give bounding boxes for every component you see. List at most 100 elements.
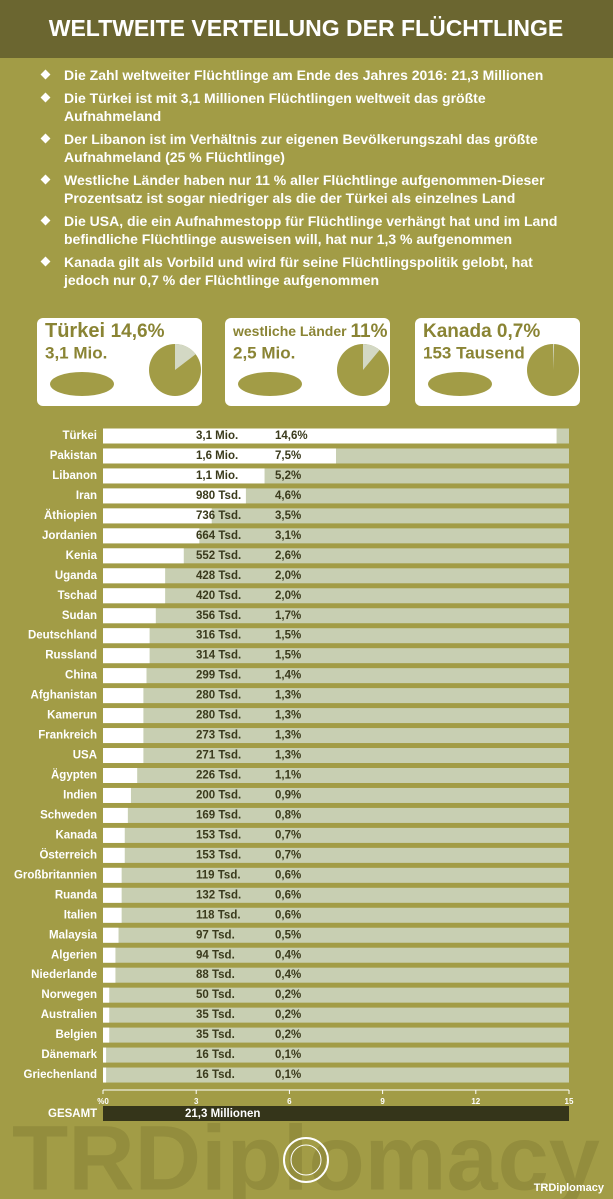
bar [103, 807, 128, 823]
card-name: Türkei [45, 320, 105, 342]
bar [103, 448, 336, 464]
value-label: 1,5% [275, 630, 301, 642]
bar [103, 428, 557, 444]
value-label: 0,1% [275, 1069, 301, 1081]
bar-track [103, 1067, 569, 1083]
amount-label: 153 Tsd. [196, 829, 241, 841]
bar [103, 648, 150, 664]
card-name: westliche Länder [232, 323, 347, 339]
value-label: 7,5% [275, 450, 301, 462]
x-tick-label: 6 [287, 1097, 292, 1106]
amount-label: 420 Tsd. [196, 590, 241, 602]
category-label: Türkei [62, 430, 97, 442]
bar-track [103, 1027, 569, 1043]
category-label: Belgien [55, 1029, 97, 1041]
amount-label: 169 Tsd. [196, 809, 241, 821]
bar [103, 688, 144, 704]
bar-track [103, 827, 569, 843]
bar-track [103, 708, 569, 724]
category-label: USA [73, 750, 97, 762]
value-label: 0,7% [275, 849, 301, 861]
amount-label: 97 Tsd. [196, 929, 235, 941]
bar [103, 847, 125, 863]
bullet: Die Türkei ist mit 3,1 Millionen Flüchtl… [40, 89, 580, 125]
card-amount: 2,5 Mio. [233, 343, 295, 362]
category-label: Ägypten [51, 769, 97, 782]
bar-track [103, 508, 569, 524]
amount-label: 280 Tsd. [196, 690, 241, 702]
value-label: 0,2% [275, 1029, 301, 1041]
bar-track [103, 528, 569, 544]
card-percent: 11% [350, 321, 387, 342]
category-label: Kenia [66, 550, 98, 562]
amount-label: 980 Tsd. [196, 490, 241, 502]
bullet-list: Die Zahl weltweiter Flüchtlinge am Ende … [40, 66, 580, 294]
bar [103, 967, 116, 983]
bullet: Westliche Länder haben nur 11 % aller Fl… [40, 171, 580, 207]
x-tick-label: 3 [194, 1097, 199, 1106]
value-label: 1,7% [275, 610, 301, 622]
bar-track [103, 648, 569, 664]
category-label: Frankreich [38, 730, 97, 742]
value-label: 1,3% [275, 690, 301, 702]
value-label: 0,7% [275, 829, 301, 841]
value-label: 0,6% [275, 869, 301, 881]
bar-track [103, 668, 569, 684]
title: WELTWEITE VERTEILUNG DER FLÜCHTLINGE [49, 15, 564, 41]
category-label: Libanon [52, 470, 97, 482]
bar-track [103, 967, 569, 983]
x-tick-label: 9 [380, 1097, 385, 1106]
bar [103, 927, 119, 943]
value-label: 1,3% [275, 750, 301, 762]
bar-track [103, 688, 569, 704]
category-label: Australien [41, 1009, 97, 1021]
bar-track [103, 588, 569, 604]
value-label: 0,8% [275, 809, 301, 821]
card-percent: 0,7% [497, 321, 540, 342]
bar [103, 1067, 107, 1083]
category-label: Algerien [51, 949, 97, 961]
bar-track [103, 787, 569, 803]
amount-label: 280 Tsd. [196, 710, 241, 722]
bar [103, 468, 265, 484]
bar-track [103, 987, 569, 1003]
bar-track [103, 748, 569, 764]
amount-label: 736 Tsd. [196, 510, 241, 522]
bar [103, 987, 110, 1003]
bar-track [103, 927, 569, 943]
bar [103, 1007, 110, 1023]
amount-label: 16 Tsd. [196, 1049, 235, 1061]
category-label: Pakistan [50, 450, 97, 462]
category-label: Malaysia [49, 929, 98, 941]
value-label: 4,6% [275, 490, 301, 502]
bar [103, 728, 144, 744]
amount-label: 94 Tsd. [196, 949, 235, 961]
value-label: 0,6% [275, 889, 301, 901]
value-label: 1,3% [275, 730, 301, 742]
bar [103, 767, 138, 783]
amount-label: 226 Tsd. [196, 770, 241, 782]
map [238, 372, 302, 396]
title-band [0, 0, 613, 58]
bar [103, 528, 200, 544]
amount-label: 271 Tsd. [196, 750, 241, 762]
bar [103, 907, 122, 923]
category-label: Tschad [58, 590, 97, 602]
amount-label: 1,1 Mio. [196, 470, 238, 482]
bar-track [103, 847, 569, 863]
bar [103, 787, 131, 803]
value-label: 1,5% [275, 650, 301, 662]
category-label: Dänemark [41, 1049, 97, 1061]
category-label: Italien [64, 909, 97, 921]
value-label: 5,2% [275, 470, 301, 482]
category-label: Großbritannien [14, 869, 97, 881]
logo-inner [290, 1144, 322, 1176]
brand: TRDiplomacy [534, 1182, 605, 1194]
category-label: Uganda [55, 570, 98, 582]
category-label: Niederlande [31, 969, 97, 981]
bar-track [103, 1007, 569, 1023]
value-label: 1,1% [275, 770, 301, 782]
amount-label: 200 Tsd. [196, 789, 241, 801]
x-tick-label: 15 [565, 1097, 574, 1106]
amount-label: 428 Tsd. [196, 570, 241, 582]
